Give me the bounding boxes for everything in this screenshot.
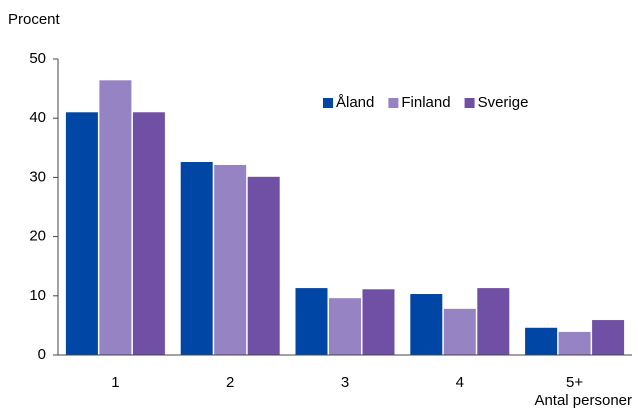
bar (295, 288, 328, 355)
bar (443, 308, 476, 355)
bar (247, 176, 280, 355)
y-tick-label: 0 (38, 346, 46, 363)
x-tick-label: 2 (226, 374, 234, 391)
x-tick-label: 3 (341, 374, 349, 391)
bar (65, 112, 98, 355)
bar (477, 288, 510, 355)
bar (329, 298, 361, 355)
bar (362, 289, 395, 355)
bar (132, 112, 165, 355)
bar (592, 320, 625, 355)
bar (410, 294, 443, 355)
bar (525, 327, 558, 355)
bar (99, 80, 132, 355)
legend-label: Åland (336, 94, 374, 111)
bar (214, 164, 247, 355)
x-tick-label: 1 (111, 374, 119, 391)
legend-label: Finland (401, 94, 450, 111)
y-tick-label: 30 (29, 168, 46, 185)
bar (558, 331, 591, 355)
y-axis-label: Procent (8, 11, 61, 28)
y-tick-label: 20 (29, 228, 46, 245)
y-tick-label: 40 (29, 109, 46, 126)
y-tick-label: 50 (29, 50, 46, 67)
legend-swatch (323, 98, 333, 108)
y-tick-label: 10 (29, 287, 46, 304)
x-tick-label: 4 (456, 374, 464, 391)
legend-swatch (464, 98, 475, 108)
bar (180, 162, 213, 355)
legend-swatch (388, 98, 399, 108)
x-tick-label: 5+ (566, 374, 583, 391)
x-axis-label: Antal personer (534, 392, 632, 409)
legend-label: Sverige (478, 94, 529, 111)
